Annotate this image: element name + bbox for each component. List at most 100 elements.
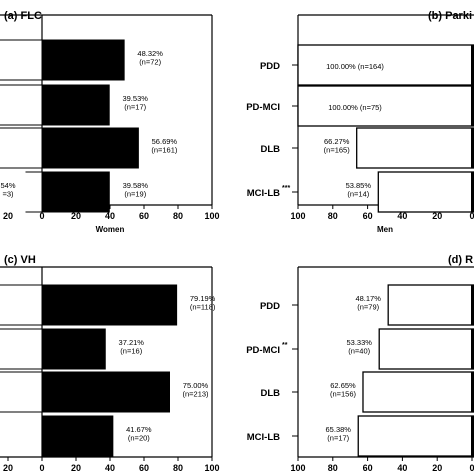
data-label: 41.67% (n=20): [126, 425, 152, 443]
data-label-line: (n=16): [120, 347, 142, 356]
x-axis-label: Women: [96, 225, 125, 234]
bar-men: [387, 284, 474, 326]
data-label-line: 48.17%: [355, 294, 381, 303]
data-label-line: (n=14): [347, 190, 369, 199]
data-label-line: (n=17): [124, 103, 146, 112]
x-tick-label: 100: [204, 463, 219, 473]
x-tick-label: 0: [39, 211, 44, 221]
bar-men: [377, 171, 474, 213]
bar-men: [24, 171, 43, 213]
bar-women: [41, 328, 106, 370]
data-label: 37.21% (n=16): [119, 338, 145, 356]
category-label: PDD: [260, 61, 280, 72]
bar-women-partial: [471, 45, 474, 85]
bar-men: [378, 328, 474, 370]
category-label: PD-MCI: [246, 102, 280, 113]
bar-men-partial: [0, 39, 43, 81]
data-label-line: (n=20): [128, 434, 150, 443]
data-label-line: (n=118): [190, 303, 216, 312]
data-label-line: 66.27%: [324, 137, 350, 146]
data-label-line: 53.33%: [346, 338, 372, 347]
category-label: MCI-LB: [247, 432, 280, 443]
x-tick-label: 0: [469, 463, 474, 473]
data-label: 75.00% (n=213): [182, 381, 209, 399]
x-tick-label: 80: [173, 463, 183, 473]
x-tick-label: 60: [363, 211, 373, 221]
bar-men: [297, 44, 474, 86]
bar-women-partial: [471, 416, 474, 456]
bar-women: [41, 371, 170, 413]
data-label-line: 53.85%: [346, 181, 372, 190]
data-label-line: (n=72): [139, 58, 161, 67]
data-label-line: 54%: [0, 181, 15, 190]
data-label-line: 79.19%: [190, 294, 216, 303]
x-tick-label: 20: [432, 463, 442, 473]
data-label: 39.58% (n=19): [123, 181, 149, 199]
data-label-line: (n=165): [324, 146, 351, 155]
x-tick-label: 20: [432, 211, 442, 221]
data-label-line: (n=156): [330, 390, 357, 399]
data-label-line: 41.67%: [126, 425, 152, 434]
data-label: 100.00% (n=164): [326, 62, 384, 71]
panel-title: (c) VH: [4, 254, 36, 266]
significance-mark: **: [282, 342, 288, 349]
data-label: 48.17% (n=79): [355, 294, 381, 312]
panel-title: (b) Parki: [428, 10, 472, 22]
bar-women-partial: [471, 372, 474, 412]
panel-title: (a) FLC: [4, 10, 42, 22]
data-label-line: 48.32%: [137, 49, 163, 58]
data-label-line: 75.00%: [183, 381, 209, 390]
x-tick-label: 20: [71, 463, 81, 473]
bar-men-gap: [0, 171, 26, 213]
data-label: 62.65% (n=156): [330, 381, 357, 399]
data-label: 79.19% (n=118): [190, 294, 216, 312]
x-tick-label: 80: [328, 211, 338, 221]
category-label: DLB: [260, 144, 280, 155]
data-label: 48.32% (n=72): [137, 49, 163, 67]
data-label-line: (n=79): [357, 303, 379, 312]
x-axis-label: Men: [377, 225, 393, 234]
bar-women-partial: [471, 128, 474, 168]
bar-women: [41, 84, 110, 126]
data-label-line: 37.21%: [119, 338, 145, 347]
bar-men-partial: [0, 371, 43, 413]
data-label-line: 39.58%: [123, 181, 149, 190]
bar-women: [41, 39, 125, 81]
data-label-line: 62.65%: [330, 381, 356, 390]
data-label-line: 56.69%: [152, 137, 178, 146]
data-label: 100.00% (n=75): [328, 103, 382, 112]
data-label-line: (n=40): [348, 347, 370, 356]
bar-men-partial: [0, 328, 43, 370]
x-tick-label: 80: [173, 211, 183, 221]
data-label: 66.27% (n=165): [324, 137, 351, 155]
bar-women-partial: [471, 285, 474, 325]
bar-women: [41, 127, 139, 169]
bar-women-partial: [471, 86, 474, 126]
category-label: PD-MCI: [246, 345, 280, 356]
bar-men: [356, 127, 474, 169]
bar-women-partial: [471, 172, 474, 212]
data-label-line: 39.53%: [122, 94, 148, 103]
data-label-line: (n=161): [151, 146, 178, 155]
panel-title: (d) R: [448, 254, 473, 266]
data-label: 53.85% (n=14): [346, 181, 372, 199]
x-tick-label: 20: [71, 211, 81, 221]
x-tick-label: 100: [290, 463, 305, 473]
x-tick-label: 100: [204, 211, 219, 221]
x-tick-label: 40: [397, 211, 407, 221]
bar-men-partial: [0, 84, 43, 126]
x-tick-label: 0: [469, 211, 474, 221]
bar-women: [41, 415, 114, 457]
x-tick-label: 40: [397, 463, 407, 473]
x-tick-label: 60: [363, 463, 373, 473]
data-label-line: (n=19): [124, 190, 146, 199]
significance-mark: ***: [282, 185, 290, 192]
bar-men: [362, 371, 474, 413]
bar-women: [41, 171, 110, 213]
data-label: 65.38% (n=17): [326, 425, 352, 443]
data-label-line: (n=213): [182, 390, 209, 399]
bar-women-partial: [471, 329, 474, 369]
data-label-line: 65.38%: [326, 425, 352, 434]
x-tick-label: 20: [3, 463, 13, 473]
